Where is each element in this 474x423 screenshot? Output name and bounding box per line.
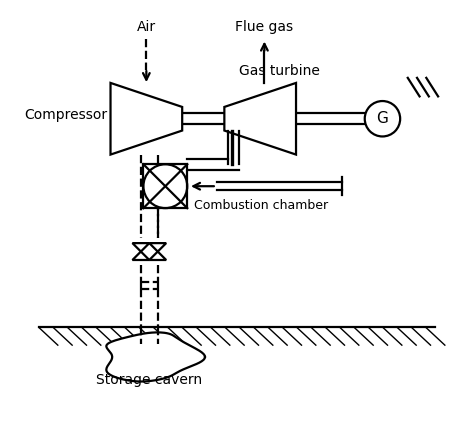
- Text: Compressor: Compressor: [24, 107, 107, 121]
- Text: Gas turbine: Gas turbine: [239, 64, 320, 78]
- Polygon shape: [132, 243, 149, 252]
- Polygon shape: [149, 243, 166, 252]
- Text: Air: Air: [137, 20, 156, 34]
- Bar: [144, 164, 187, 208]
- Polygon shape: [132, 252, 149, 260]
- Text: Storage cavern: Storage cavern: [96, 373, 202, 387]
- Polygon shape: [110, 83, 182, 154]
- Polygon shape: [224, 83, 296, 154]
- Circle shape: [365, 101, 400, 137]
- Polygon shape: [149, 252, 166, 260]
- Polygon shape: [106, 332, 205, 382]
- Text: Flue gas: Flue gas: [236, 20, 293, 34]
- Text: Combustion chamber: Combustion chamber: [193, 199, 328, 212]
- Text: G: G: [376, 111, 388, 126]
